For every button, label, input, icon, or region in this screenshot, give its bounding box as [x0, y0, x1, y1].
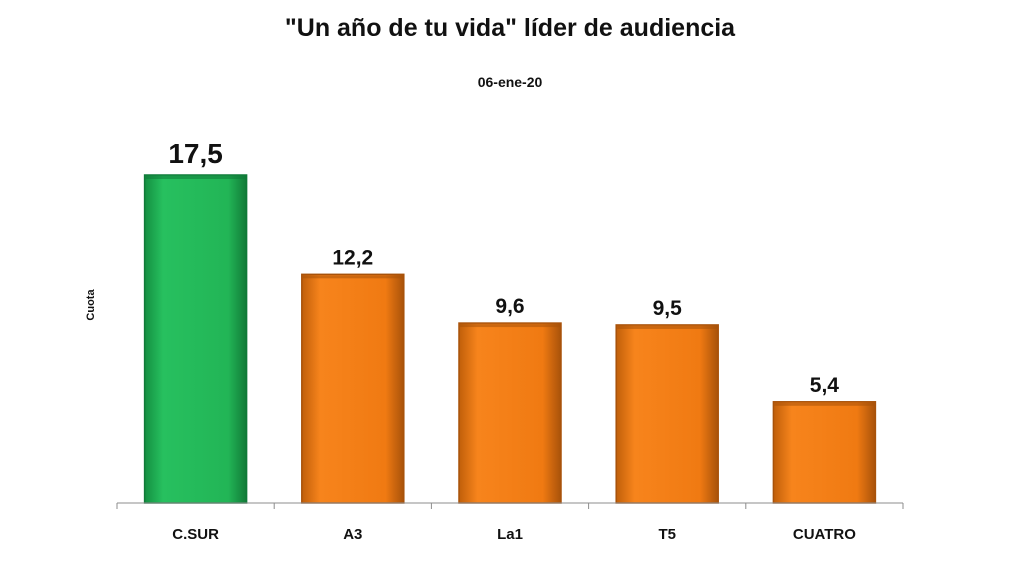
x-tick-label: A3 — [343, 526, 362, 543]
data-label: 9,6 — [495, 295, 524, 318]
x-axis-ticks: C.SUR A3 La1 T5 CUATRO — [116, 503, 904, 543]
x-tick-label: CUATRO — [793, 526, 856, 543]
bar-top-bevel — [145, 176, 246, 179]
data-label: 5,4 — [810, 374, 840, 397]
chart-title: "Un año de tu vida" líder de audiencia — [285, 14, 736, 42]
bar-cuatro — [772, 401, 877, 504]
data-labels: 17,5 12,2 9,6 9,5 5,4 — [168, 138, 839, 397]
data-label: 12,2 — [332, 246, 373, 269]
y-axis-label: Cuota — [85, 289, 97, 321]
data-label: 17,5 — [168, 138, 223, 169]
bar-la1 — [458, 322, 562, 504]
data-label: 9,5 — [653, 297, 683, 320]
bar-a3 — [301, 273, 405, 504]
bar-series — [143, 174, 877, 504]
x-tick-label: La1 — [497, 526, 523, 543]
chart-subtitle: 06-ene-20 — [478, 74, 543, 90]
bar-top-bevel — [302, 275, 403, 279]
x-tick-label: T5 — [658, 526, 676, 543]
bar-t5 — [615, 324, 719, 504]
bar-c-sur — [143, 174, 248, 504]
bar-top-bevel — [774, 402, 875, 406]
bar-top-bevel — [617, 325, 718, 329]
bar-top-bevel — [460, 324, 560, 328]
x-tick-label: C.SUR — [172, 526, 219, 543]
